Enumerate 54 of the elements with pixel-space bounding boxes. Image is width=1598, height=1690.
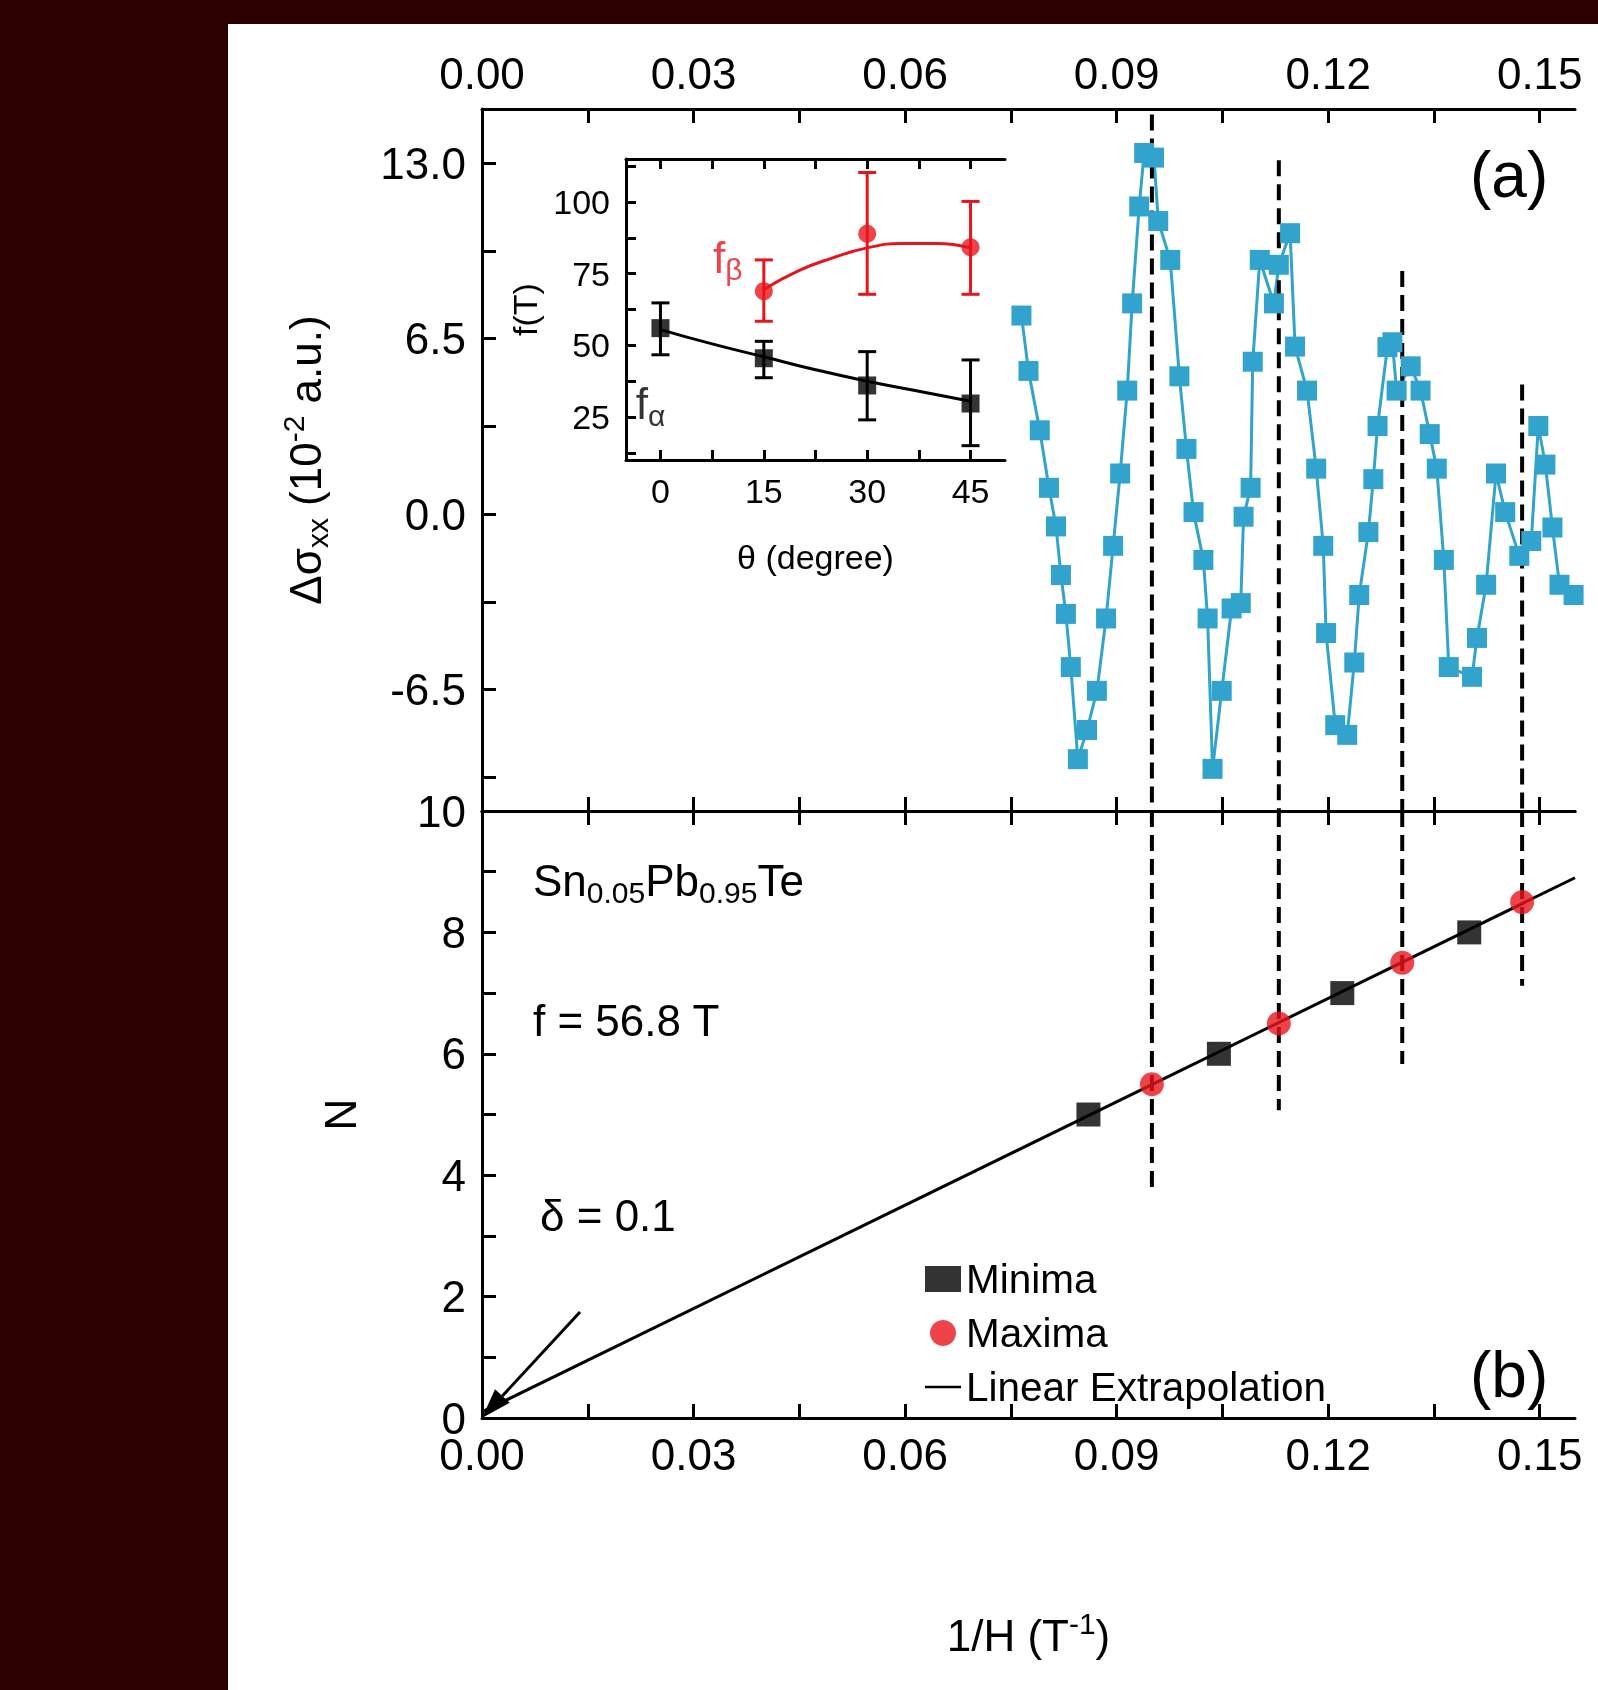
x-tick-label: 0.03 (650, 1429, 737, 1479)
annotation: (b) (1470, 1339, 1549, 1411)
point (651, 319, 670, 338)
point (754, 349, 773, 368)
x-tick-label: 15 (744, 472, 783, 510)
x2-tick-label: 0.12 (1285, 48, 1372, 98)
y-tick-label: 100 (553, 183, 610, 221)
point (1390, 950, 1415, 975)
point (1076, 1102, 1101, 1127)
x2-tick-label: 0.03 (650, 48, 737, 98)
y-tick-label: 2 (441, 1272, 466, 1322)
x-tick-label: 0 (650, 472, 670, 510)
x2-tick-label: 0.00 (439, 48, 525, 98)
y-tick-label: 8 (441, 907, 466, 957)
x-tick-label: 0.12 (1285, 1429, 1372, 1479)
x-axis-title: θ (degree) (737, 538, 894, 576)
y-tick-label: 0.0 (404, 489, 466, 539)
y-tick-label: 6.5 (404, 314, 466, 363)
x-tick-label: 0.15 (1496, 1429, 1583, 1479)
annotation: f = 56.8 T (533, 995, 720, 1045)
point (1330, 981, 1355, 1006)
annotation: δ = 0.1 (540, 1190, 676, 1240)
y-tick-label: 50 (572, 326, 610, 365)
annotation: (a) (1470, 139, 1549, 211)
legend-label: Minima (966, 1256, 1097, 1302)
y-tick-label: 4 (441, 1150, 466, 1200)
x2-tick-label: 0.15 (1496, 48, 1583, 98)
point (858, 376, 877, 395)
legend-label: Maxima (966, 1310, 1109, 1356)
point (1457, 920, 1482, 945)
x-tick-label: 0.09 (1073, 1429, 1160, 1479)
point (961, 238, 980, 257)
x2-tick-label: 0.06 (862, 48, 948, 98)
point (754, 282, 773, 301)
x-tick-label: 45 (951, 472, 990, 510)
y-axis-title: N (315, 1098, 365, 1131)
point (1139, 1072, 1164, 1097)
y-axis-title: f(T) (506, 283, 545, 336)
y-tick-label: 6 (441, 1029, 466, 1079)
legend-label: Linear Extrapolation (966, 1364, 1326, 1410)
x2-tick-label: 0.09 (1073, 48, 1160, 98)
point (1510, 890, 1535, 915)
y-tick-label: -6.5 (390, 665, 466, 714)
y-axis-title: Δσxx (10-2 a.u.) (276, 315, 334, 605)
point (858, 224, 877, 243)
x-tick-label: 30 (848, 472, 887, 510)
y-tick-label: 75 (572, 254, 610, 293)
y-tick-label: 13.0 (380, 138, 466, 188)
point (1266, 1011, 1291, 1036)
x-tick-label: 0.06 (862, 1429, 948, 1479)
y-tick-label: 25 (572, 398, 610, 436)
point (961, 394, 980, 413)
point (1206, 1041, 1231, 1066)
y-tick-label: 10 (417, 786, 466, 836)
